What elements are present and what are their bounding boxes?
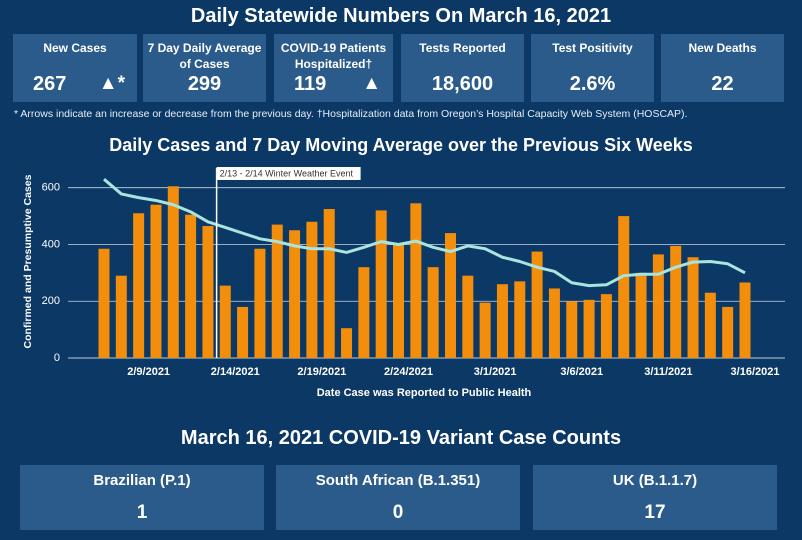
y-axis-label: Confirmed and Presumptive Cases	[22, 174, 34, 348]
bar	[566, 301, 578, 358]
page-title: Daily Statewide Numbers On March 16, 202…	[190, 5, 612, 27]
bar	[323, 208, 335, 358]
bar	[306, 221, 318, 358]
variant-label: UK (B.1.1.7)	[612, 472, 698, 489]
bar	[600, 294, 612, 358]
bar	[219, 285, 231, 358]
variant-card: Brazilian (P.1) 1	[20, 465, 264, 530]
bar	[583, 299, 595, 358]
bar	[202, 226, 214, 358]
chart: Daily Cases and 7 Day Moving Average ove…	[22, 135, 785, 399]
bar	[115, 275, 127, 358]
stat-value: 267	[33, 73, 67, 95]
annotation-box	[216, 167, 361, 180]
stat-label: 7 Day Daily Average of Cases	[147, 41, 262, 71]
bar	[427, 267, 439, 358]
moving-average-line	[103, 178, 746, 288]
bar	[185, 214, 197, 358]
bar	[341, 328, 353, 358]
bar	[393, 244, 405, 358]
bar	[652, 254, 664, 358]
bar	[722, 306, 734, 358]
x-tick-label: 3/16/2021	[731, 366, 780, 378]
stat-card: Tests Reported 18,600	[401, 34, 524, 102]
stat-label: New Deaths	[688, 41, 757, 55]
bar	[133, 213, 145, 358]
stat-card: COVID-19 Patients Hospitalized† 119 ▲	[274, 34, 393, 102]
bar	[254, 248, 266, 358]
bar	[289, 230, 301, 358]
bar	[462, 275, 474, 358]
variant-title: March 16, 2021 COVID-19 Variant Case Cou…	[180, 427, 622, 449]
stat-value: 22	[711, 73, 734, 95]
bar	[150, 204, 162, 358]
stat-card: New Deaths 22	[661, 34, 784, 102]
bar	[237, 306, 249, 358]
stat-label: COVID-19 Patients Hospitalized†	[280, 41, 387, 71]
variant-value: 1	[136, 502, 148, 523]
chart-title: Daily Cases and 7 Day Moving Average ove…	[109, 135, 693, 155]
bar	[548, 288, 560, 358]
stat-label: Tests Reported	[419, 41, 506, 55]
x-tick-label: 2/24/2021	[384, 366, 433, 378]
bar	[375, 210, 387, 358]
bar	[444, 233, 456, 358]
x-tick-label: 2/9/2021	[127, 366, 170, 378]
variant-value: 17	[644, 502, 666, 523]
x-tick-label: 3/11/2021	[644, 366, 692, 378]
stat-indicator: ▲*	[98, 73, 125, 94]
stat-value: 2.6%	[569, 73, 616, 95]
bar	[496, 284, 508, 358]
x-axis-label: Date Case was Reported to Public Health	[317, 387, 532, 399]
y-tick-label: 600	[42, 182, 60, 194]
x-tick-label: 2/19/2021	[297, 366, 346, 378]
bar	[531, 251, 543, 358]
y-tick-label: 0	[54, 352, 60, 364]
bar	[514, 281, 526, 358]
stat-card: New Cases 267 ▲*	[13, 34, 137, 102]
bar	[635, 272, 647, 358]
stat-card: Test Positivity 2.6%	[531, 34, 654, 102]
annotation: 2/13 - 2/14 Winter Weather Event	[220, 168, 354, 178]
stat-card: 7 Day Daily Average of Cases 299	[143, 34, 266, 102]
bar	[739, 282, 751, 358]
stat-indicator: ▲	[362, 73, 381, 94]
footnote: * Arrows indicate an increase or decreas…	[14, 108, 688, 120]
variant-value: 0	[392, 502, 404, 523]
bar	[410, 203, 422, 358]
bar	[358, 267, 370, 358]
stat-label: New Cases	[43, 41, 107, 55]
bar	[479, 302, 491, 358]
bar	[271, 224, 283, 358]
x-tick-label: 3/1/2021	[474, 366, 517, 378]
stat-label: Test Positivity	[552, 41, 633, 55]
variant-label: Brazilian (P.1)	[93, 472, 191, 489]
stat-value: 18,600	[431, 73, 494, 95]
variant-card: South African (B.1.351) 0	[276, 465, 520, 530]
stat-value: 119	[294, 73, 327, 95]
stat-value: 299	[187, 73, 222, 95]
x-tick-label: 2/14/2021	[211, 366, 260, 378]
bar	[167, 186, 179, 358]
bar	[704, 292, 716, 358]
bar	[670, 245, 682, 358]
bar	[98, 248, 110, 358]
y-tick-label: 200	[42, 295, 60, 307]
variant-card: UK (B.1.1.7) 17	[533, 465, 777, 530]
variant-label: South African (B.1.351)	[315, 472, 481, 489]
bar	[618, 216, 630, 358]
bar	[687, 257, 699, 358]
y-tick-label: 400	[42, 238, 60, 250]
x-tick-label: 3/6/2021	[560, 366, 603, 378]
